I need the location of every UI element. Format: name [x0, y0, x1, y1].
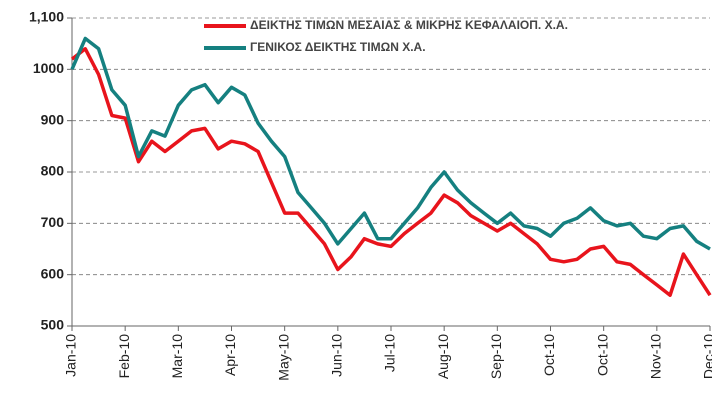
x-tick-label: Nov-10	[648, 334, 664, 379]
x-tick-label: Feb-10	[116, 334, 132, 379]
x-tick-label: Dec-10	[701, 334, 712, 379]
x-tick-label: Mar-10	[169, 334, 185, 379]
y-tick-label: 900	[41, 111, 65, 127]
legend-label: ΔΕΙΚΤΗΣ ΤΙΜΩΝ ΜΕΣΑΙΑΣ & ΜΙΚΡΗΣ ΚΕΦΑΛΑΙΟΠ…	[250, 18, 568, 32]
x-tick-label: Jan-10	[63, 334, 79, 377]
x-tick-label: Aug-10	[435, 334, 451, 379]
x-tick-label: Sep-10	[488, 334, 504, 379]
x-tick-label: May-10	[275, 334, 291, 381]
y-tick-label: 1,100	[29, 9, 64, 25]
series-line	[70, 36, 711, 251]
y-tick-label: 800	[41, 163, 65, 179]
x-tick-label: Jul-10	[382, 334, 398, 372]
y-tick-label: 600	[41, 265, 65, 281]
x-tick-label: Jun-10	[329, 334, 345, 377]
y-tick-label: 700	[41, 214, 65, 230]
series-line	[70, 47, 712, 297]
x-tick-label: Oct-10	[594, 334, 610, 376]
x-tick-label: Apr-10	[222, 334, 238, 376]
y-tick-label: 500	[41, 317, 65, 333]
legend-label: ΓΕΝΙΚΟΣ ΔΕΙΚΤΗΣ ΤΙΜΩΝ Χ.Α.	[250, 40, 426, 54]
x-tick-label: Oct-10	[541, 334, 557, 376]
y-tick-label: 1000	[33, 60, 64, 76]
